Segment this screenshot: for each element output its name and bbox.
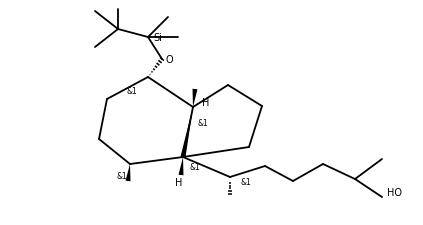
Text: Si: Si bbox=[154, 33, 162, 43]
Text: &1: &1 bbox=[126, 86, 137, 95]
Text: H: H bbox=[202, 98, 210, 108]
Text: &1: &1 bbox=[198, 119, 209, 128]
Text: &1: &1 bbox=[241, 178, 251, 187]
Text: O: O bbox=[165, 55, 173, 65]
Polygon shape bbox=[126, 164, 130, 182]
Text: H: H bbox=[175, 177, 183, 187]
Polygon shape bbox=[192, 89, 198, 108]
Polygon shape bbox=[181, 108, 193, 158]
Text: &1: &1 bbox=[190, 163, 201, 172]
Polygon shape bbox=[179, 157, 184, 176]
Text: HO: HO bbox=[387, 187, 401, 197]
Text: &1: &1 bbox=[117, 172, 127, 181]
